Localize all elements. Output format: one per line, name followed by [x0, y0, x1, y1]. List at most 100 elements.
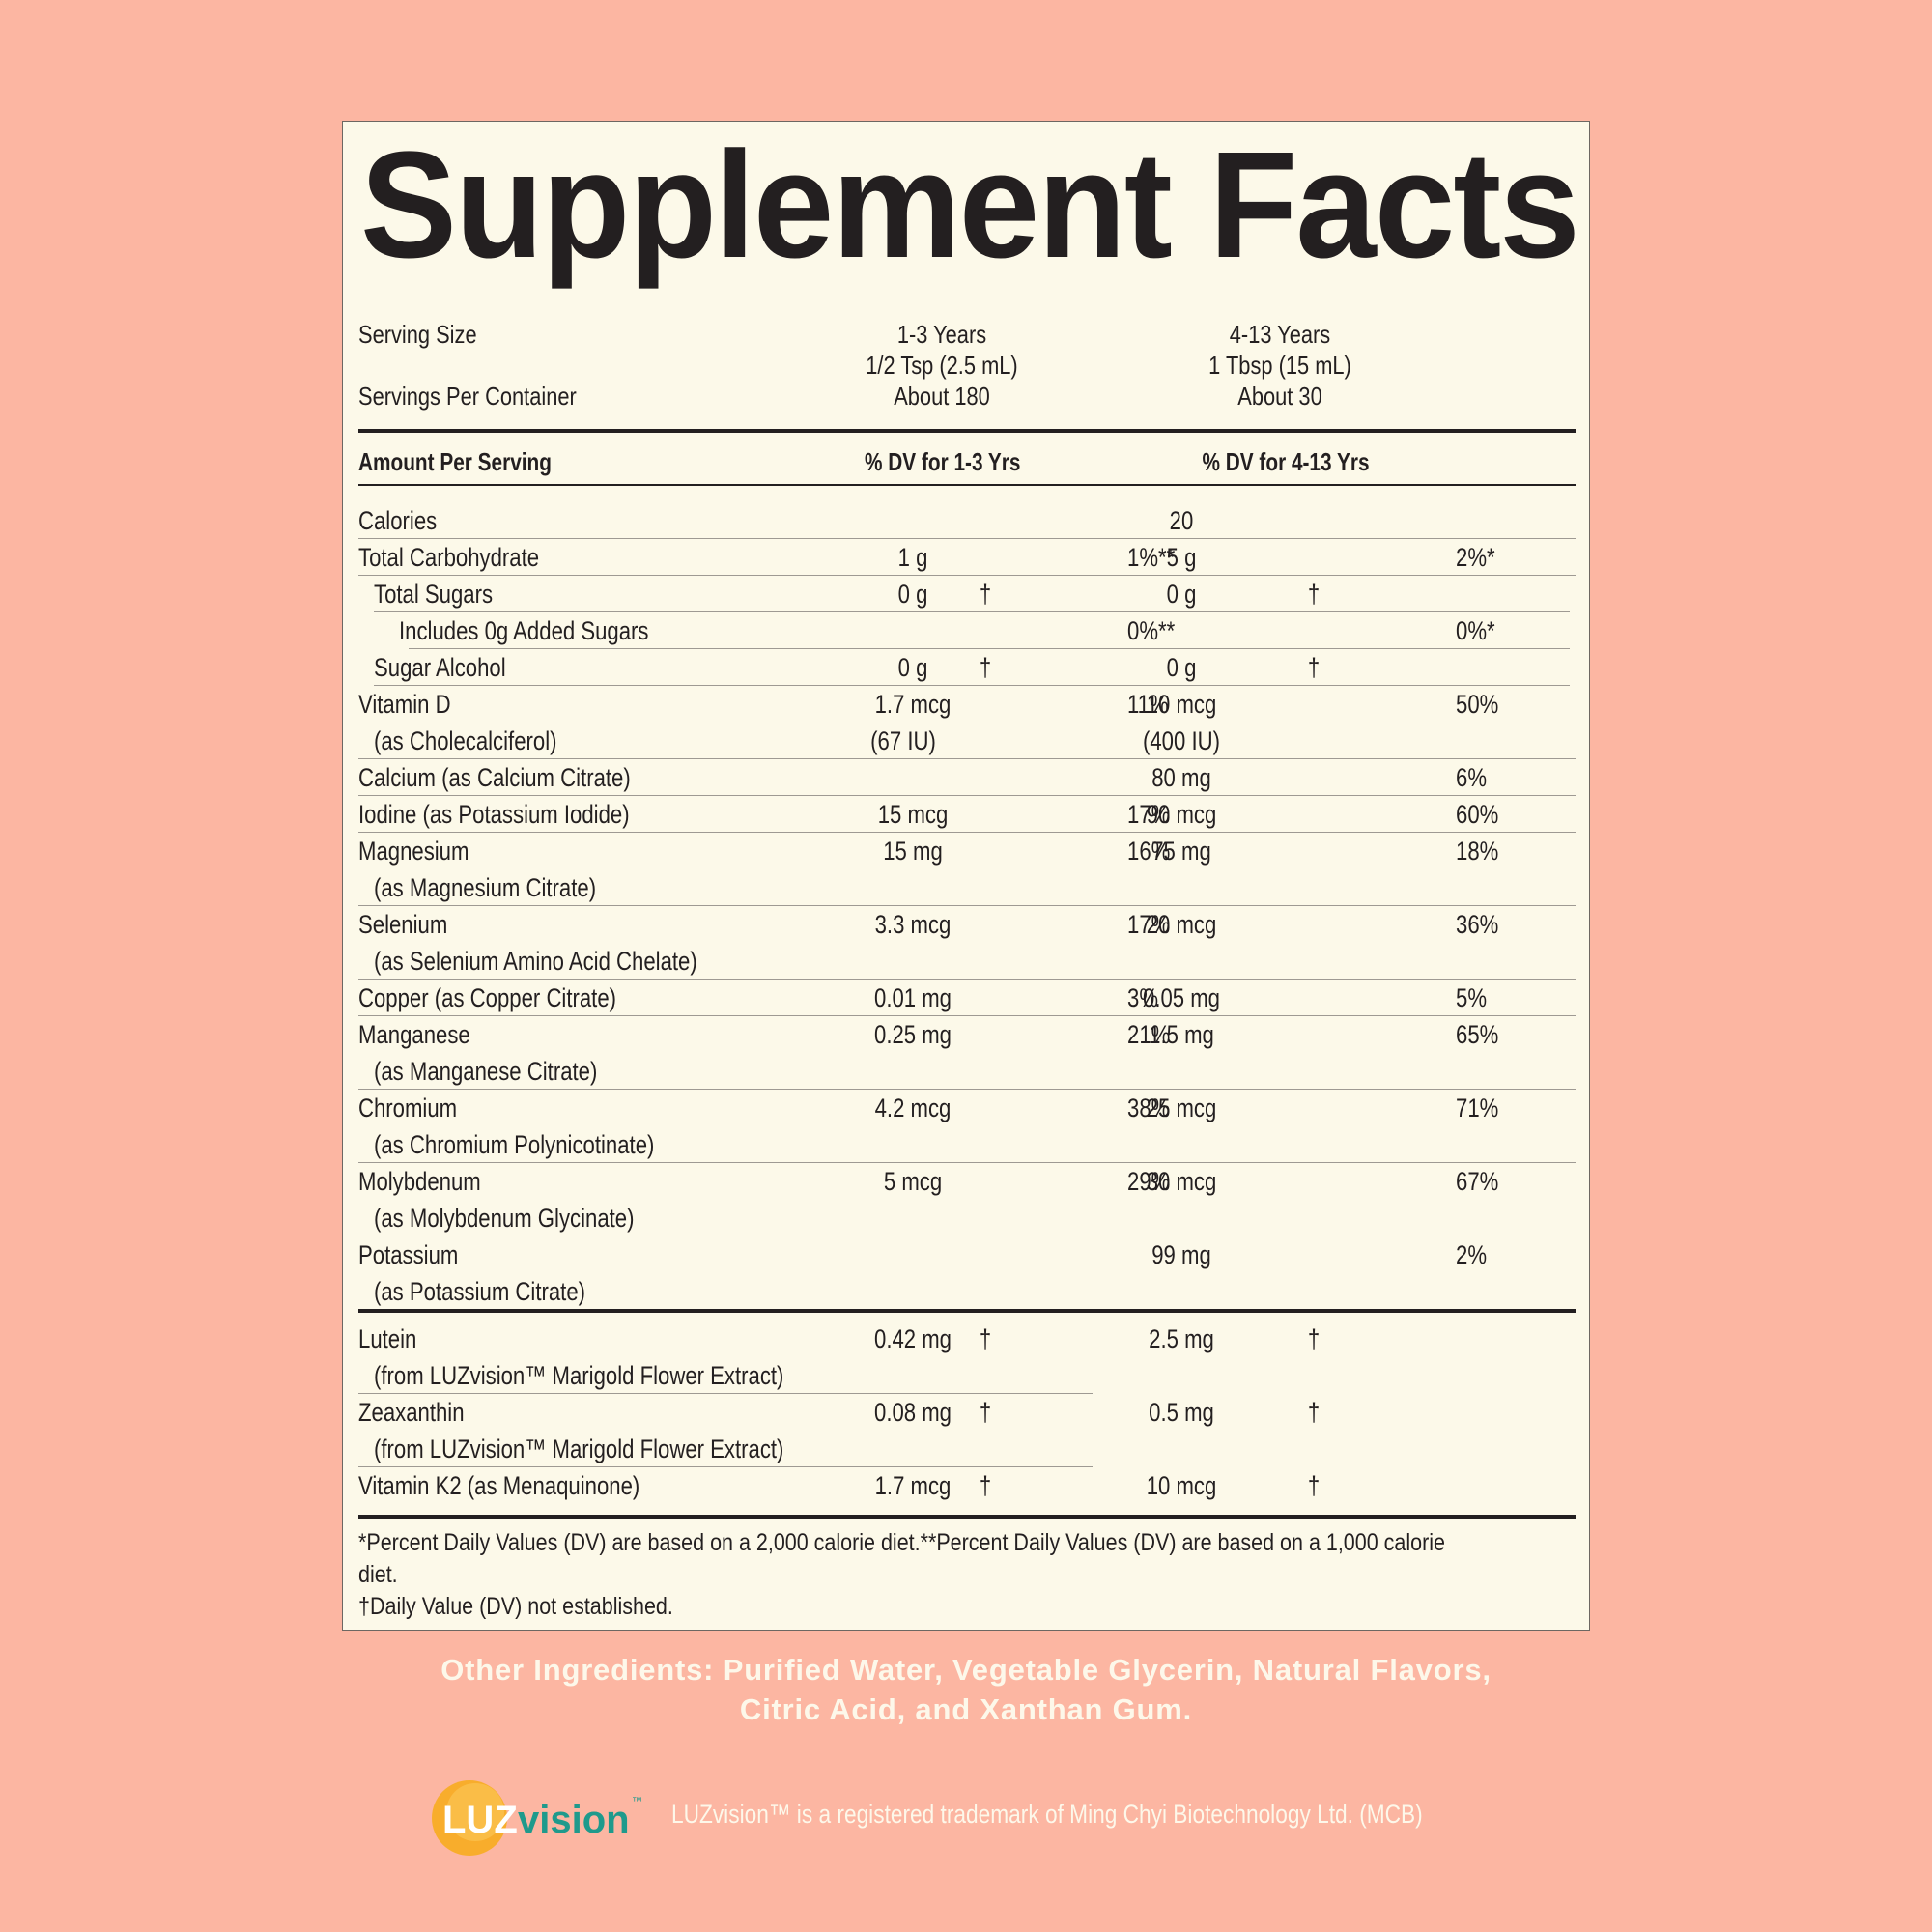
- nutrient-iu-col2: (400 IU): [1142, 726, 1220, 755]
- nutrient-amount-col2: 25 mcg: [1146, 1094, 1217, 1122]
- row-divider: [358, 795, 1576, 796]
- nutrient-name: Calcium (as Calcium Citrate): [358, 763, 631, 792]
- nutrient-amount-col2: 0 g: [1166, 580, 1197, 609]
- nutrient-amount-col2: 75 mg: [1151, 837, 1211, 866]
- nutrient-amount-col2: 90 mcg: [1146, 800, 1217, 829]
- nutrient-amount-col1: 5 mcg: [883, 1167, 943, 1196]
- trademark-note: LUZvision™ is a registered trademark of …: [671, 1800, 1423, 1829]
- header-rule: [358, 484, 1576, 486]
- nutrient-dv-col1: 3%: [1127, 983, 1159, 1012]
- nutrient-amount-col2: 80 mg: [1151, 763, 1211, 792]
- row-divider: [358, 758, 1576, 759]
- serving-col1-age: 1-3 Years: [896, 320, 987, 349]
- nutrient-amount-col1: 4.2 mcg: [874, 1094, 952, 1122]
- nutrient-amount-col1: 0.01 mg: [873, 983, 952, 1012]
- row-divider: [374, 611, 1570, 612]
- other-nutrient-amount-col2: 2.5 mg: [1149, 1324, 1214, 1353]
- nutrient-dv-col1: 11%: [1127, 690, 1169, 719]
- supplement-facts-panel: Supplement Facts Serving Size Servings P…: [342, 121, 1590, 1631]
- nutrient-name: Selenium: [358, 910, 448, 939]
- row-divider: [358, 1015, 1576, 1016]
- nutrient-dv-col2: 2%: [1456, 1240, 1488, 1269]
- footnote-line-3: †Daily Value (DV) not established.: [358, 1593, 673, 1620]
- row-divider: [358, 1393, 1093, 1394]
- other-nutrient-name: Vitamin K2 (as Menaquinone): [358, 1471, 640, 1500]
- nutrient-dv-col2: 50%: [1456, 690, 1499, 719]
- other-nutrient-amount-col2: 10 mcg: [1146, 1471, 1217, 1500]
- nutrient-dv-col1: 17%: [1127, 910, 1171, 939]
- nutrient-name: Copper (as Copper Citrate): [358, 983, 617, 1012]
- row-divider: [358, 979, 1576, 980]
- nutrient-dv-col2: 67%: [1456, 1167, 1499, 1196]
- other-nutrient-amount-col1: 0.42 mg: [873, 1324, 952, 1353]
- nutrient-dv-col2: †: [1307, 653, 1321, 682]
- nutrient-amount-col1: 15 mg: [883, 837, 943, 866]
- nutrient-dv-col2: 6%: [1456, 763, 1488, 792]
- nutrient-name: Iodine (as Potassium Iodide): [358, 800, 630, 829]
- other-nutrient-dv-col1: †: [979, 1471, 992, 1500]
- servings-per-container-label: Servings Per Container: [358, 382, 577, 411]
- other-nutrient-name: Zeaxanthin: [358, 1398, 465, 1427]
- nutrient-amount-col2: 99 mg: [1151, 1240, 1211, 1269]
- nutrient-dv-col2: 5%: [1456, 983, 1488, 1012]
- row-divider: [358, 1162, 1576, 1163]
- nutrient-dv-col1: 21%: [1127, 1020, 1171, 1049]
- nutrient-name: Total Carbohydrate: [358, 543, 540, 572]
- other-nutrient-amount-col1: 0.08 mg: [873, 1398, 952, 1427]
- nutrient-name: Magnesium: [358, 837, 469, 866]
- nutrient-dv-col1: 16%: [1127, 837, 1171, 866]
- nutrient-name: Molybdenum: [358, 1167, 481, 1196]
- thick-rule-bottom: [358, 1515, 1576, 1519]
- nutrient-dv-col2: 2%*: [1456, 543, 1495, 572]
- row-divider: [358, 1089, 1576, 1090]
- nutrient-dv-col1: 1%**: [1127, 543, 1176, 572]
- serving-col2-servings: About 30: [1237, 382, 1322, 411]
- nutrient-source: (as Magnesium Citrate): [374, 873, 597, 902]
- logo-sun-highlight: [446, 1783, 504, 1841]
- nutrient-amount-col2: 20: [1169, 506, 1194, 535]
- row-divider: [358, 538, 1576, 539]
- other-ingredients-line-1: Other Ingredients: Purified Water, Veget…: [440, 1653, 1492, 1687]
- nutrient-amount-col2: 30 mcg: [1146, 1167, 1217, 1196]
- amount-per-serving-header: Amount Per Serving: [358, 447, 552, 476]
- row-divider: [358, 832, 1576, 833]
- nutrient-dv-col1: 38%: [1127, 1094, 1171, 1122]
- nutrient-source: (as Chromium Polynicotinate): [374, 1130, 655, 1159]
- serving-col1-servings: About 180: [894, 382, 990, 411]
- nutrient-name: Total Sugars: [374, 580, 494, 609]
- other-nutrient-name: Lutein: [358, 1324, 417, 1353]
- nutrient-amount-col1: 15 mcg: [877, 800, 949, 829]
- other-nutrient-dv-col2: †: [1307, 1471, 1321, 1500]
- nutrient-dv-col2: 18%: [1456, 837, 1499, 866]
- nutrient-dv-col1: 17%: [1127, 800, 1171, 829]
- nutrient-dv-col1: †: [979, 653, 992, 682]
- nutrient-dv-col2: 60%: [1456, 800, 1499, 829]
- nutrient-amount-col1: 1.7 mcg: [874, 690, 952, 719]
- other-nutrient-amount-col2: 0.5 mg: [1149, 1398, 1214, 1427]
- nutrient-name: Vitamin D: [358, 690, 451, 719]
- serving-col2: 4-13 Years 1 Tbsp (15 mL) About 30: [1183, 319, 1377, 412]
- nutrient-dv-col2: †: [1307, 580, 1321, 609]
- other-nutrient-dv-col2: †: [1307, 1324, 1321, 1353]
- serving-size-label: Serving Size: [358, 320, 477, 349]
- nutrient-source: (as Manganese Citrate): [374, 1057, 598, 1086]
- footnote-line-1: *Percent Daily Values (DV) are based on …: [358, 1529, 1445, 1556]
- nutrient-amount-col1: 0.25 mg: [873, 1020, 952, 1049]
- nutrient-dv-col1: 29%: [1127, 1167, 1171, 1196]
- nutrient-dv-col1: 0%**: [1127, 616, 1176, 645]
- dv-col1-header: % DV for 1-3 Yrs: [865, 447, 1021, 476]
- serving-col1: 1-3 Years 1/2 Tsp (2.5 mL) About 180: [845, 319, 1038, 412]
- dv-col2-header: % DV for 4-13 Yrs: [1202, 447, 1370, 476]
- serving-col1-size: 1/2 Tsp (2.5 mL): [866, 351, 1018, 380]
- nutrient-dv-col2: 0%*: [1456, 616, 1495, 645]
- nutrient-name: Manganese: [358, 1020, 470, 1049]
- other-nutrient-source: (from LUZvision™ Marigold Flower Extract…: [374, 1435, 784, 1463]
- row-divider: [358, 575, 1576, 576]
- nutrient-amount-col1: 0 g: [897, 580, 928, 609]
- logo-text-luz: LUZ: [442, 1799, 518, 1841]
- row-divider: [409, 648, 1570, 649]
- nutrient-source: (as Molybdenum Glycinate): [374, 1204, 635, 1233]
- row-divider: [374, 685, 1570, 686]
- other-nutrient-source: (from LUZvision™ Marigold Flower Extract…: [374, 1361, 784, 1390]
- thick-rule-middle: [358, 1309, 1576, 1313]
